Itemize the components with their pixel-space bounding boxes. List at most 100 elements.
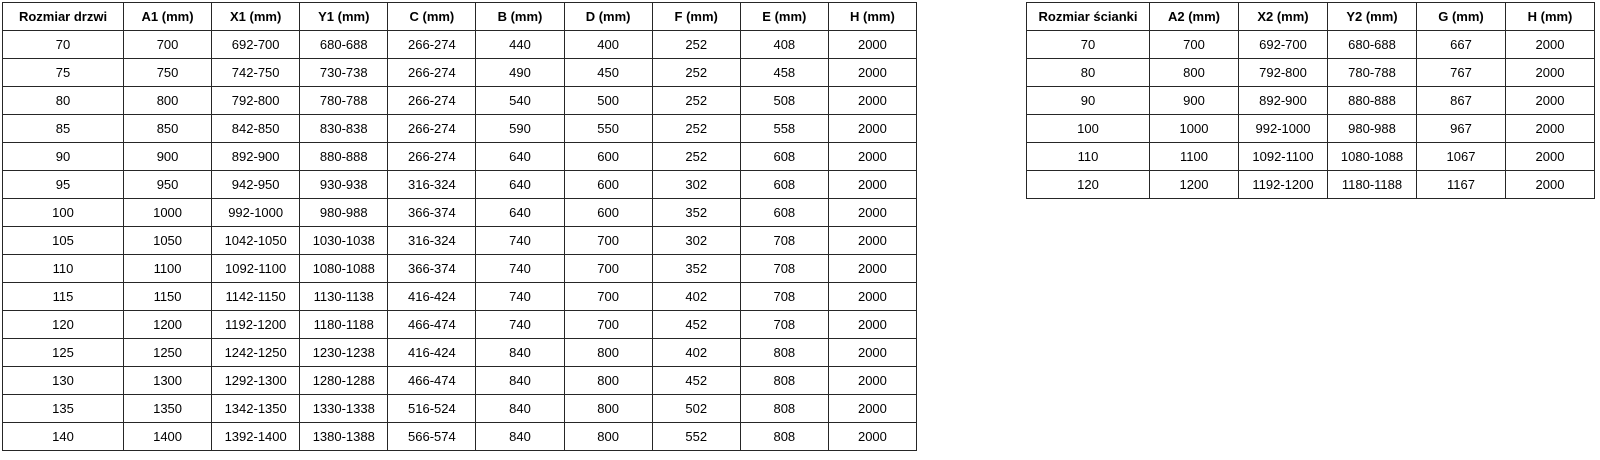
table-cell: 1280-1288	[299, 366, 389, 395]
table-row: 90 900 892-900 880-888 867 2000	[1026, 86, 1595, 115]
table-cell: 900	[1149, 86, 1239, 115]
table-cell: 2000	[1505, 142, 1595, 171]
table-row: 130 1300 1292-1300 1280-1288 466-474 840 800 45…	[2, 366, 918, 395]
table-row: 80 800 792-800 780-788 266-274 540 500 252 508 20…	[2, 86, 918, 115]
table-cell: 366-374	[387, 198, 477, 227]
table-cell: 75	[2, 58, 124, 87]
header-cell: B (mm)	[475, 2, 565, 31]
table-cell: 266-274	[387, 142, 477, 171]
table-row: 120 1200 1192-1200 1180-1188 466-474 740 700 45…	[2, 310, 918, 339]
table-cell: 408	[739, 30, 829, 59]
table-cell: 800	[563, 394, 653, 423]
table-row: 135 1350 1342-1350 1330-1338 516-524 840 800 50…	[2, 394, 918, 423]
table-cell: 2000	[827, 30, 918, 59]
table-cell: 366-374	[387, 254, 477, 283]
table-cell: 140	[2, 422, 124, 451]
table-cell: 110	[1026, 142, 1150, 171]
table-cell: 680-688	[299, 30, 389, 59]
table-cell: 402	[651, 338, 741, 367]
table-cell: 992-1000	[211, 198, 301, 227]
table-cell: 466-474	[387, 366, 477, 395]
table-row: 105 1050 1042-1050 1030-1038 316-324 740 700 30…	[2, 226, 918, 255]
header-cell: C (mm)	[387, 2, 477, 31]
table-cell: 742-750	[211, 58, 301, 87]
header-cell: D (mm)	[563, 2, 653, 31]
table-cell: 1142-1150	[211, 282, 301, 311]
table-cell: 808	[739, 394, 829, 423]
table-cell: 930-938	[299, 170, 389, 199]
table-cell: 95	[2, 170, 124, 199]
table-cell: 558	[739, 114, 829, 143]
table-cell: 667	[1416, 30, 1506, 59]
table-row: 95 950 942-950 930-938 316-324 640 600 302 608 20…	[2, 170, 918, 199]
table-row: 115 1150 1142-1150 1130-1138 416-424 740 700 40…	[2, 282, 918, 311]
table-cell: 590	[475, 114, 565, 143]
table-cell: 880-888	[1327, 86, 1417, 115]
table-row: 80 800 792-800 780-788 767 2000	[1026, 58, 1595, 87]
table-cell: 1067	[1416, 142, 1506, 171]
table-row: 100 1000 992-1000 980-988 366-374 640 600 352 60…	[2, 198, 918, 227]
table-body: 70 700 692-700 680-688 667 2000 80 800 792-800 78…	[1026, 30, 1595, 199]
table-cell: 252	[651, 114, 741, 143]
table-cell: 302	[651, 170, 741, 199]
table-cell: 867	[1416, 86, 1506, 115]
table-cell: 302	[651, 226, 741, 255]
header-cell: A1 (mm)	[122, 2, 213, 31]
table-cell: 892-900	[211, 142, 301, 171]
table-cell: 767	[1416, 58, 1506, 87]
table-cell: 266-274	[387, 58, 477, 87]
table-cell: 1200	[1149, 170, 1239, 199]
table-cell: 452	[651, 310, 741, 339]
table-cell: 1100	[122, 254, 213, 283]
table-cell: 608	[739, 142, 829, 171]
table-cell: 730-738	[299, 58, 389, 87]
table-body: 70 700 692-700 680-688 266-274 440 400 252 408 20…	[2, 30, 918, 451]
table-row: 100 1000 992-1000 980-988 967 2000	[1026, 114, 1595, 143]
table-cell: 808	[739, 338, 829, 367]
table-cell: 1192-1200	[1238, 170, 1328, 199]
table-cell: 708	[739, 254, 829, 283]
table-cell: 80	[1026, 58, 1150, 87]
table-cell: 600	[563, 198, 653, 227]
table-cell: 252	[651, 30, 741, 59]
table-header-row: Rozmiar drzwi A1 (mm) X1 (mm) Y1 (mm) C (mm)…	[2, 2, 918, 31]
table-cell: 700	[122, 30, 213, 59]
table-row: 75 750 742-750 730-738 266-274 490 450 252 458 20…	[2, 58, 918, 87]
table-cell: 842-850	[211, 114, 301, 143]
table-header: Rozmiar drzwi A1 (mm) X1 (mm) Y1 (mm) C (mm)…	[2, 2, 918, 31]
table-cell: 700	[563, 310, 653, 339]
header-cell: E (mm)	[739, 2, 829, 31]
table-cell: 125	[2, 338, 124, 367]
table-cell: 800	[563, 338, 653, 367]
table-cell: 1167	[1416, 170, 1506, 199]
table-cell: 967	[1416, 114, 1506, 143]
table-cell: 2000	[1505, 30, 1595, 59]
table-cell: 708	[739, 310, 829, 339]
table-cell: 800	[1149, 58, 1239, 87]
table-cell: 266-274	[387, 30, 477, 59]
table-cell: 90	[2, 142, 124, 171]
table-cell: 740	[475, 282, 565, 311]
header-cell: Y1 (mm)	[299, 2, 389, 31]
table-cell: 2000	[827, 142, 918, 171]
table-cell: 808	[739, 366, 829, 395]
table-cell: 1042-1050	[211, 226, 301, 255]
table-cell: 115	[2, 282, 124, 311]
table-cell: 692-700	[1238, 30, 1328, 59]
table-cell: 2000	[827, 170, 918, 199]
table-cell: 950	[122, 170, 213, 199]
table-cell: 416-424	[387, 282, 477, 311]
table-cell: 458	[739, 58, 829, 87]
table-cell: 800	[563, 366, 653, 395]
header-cell: Rozmiar ścianki	[1026, 2, 1150, 31]
table-cell: 608	[739, 170, 829, 199]
table-cell: 1130-1138	[299, 282, 389, 311]
table-cell: 700	[1149, 30, 1239, 59]
table-cell: 1250	[122, 338, 213, 367]
table-cell: 2000	[1505, 170, 1595, 199]
table-cell: 1342-1350	[211, 394, 301, 423]
table-cell: 120	[1026, 170, 1150, 199]
table-cell: 608	[739, 198, 829, 227]
table-cell: 792-800	[211, 86, 301, 115]
